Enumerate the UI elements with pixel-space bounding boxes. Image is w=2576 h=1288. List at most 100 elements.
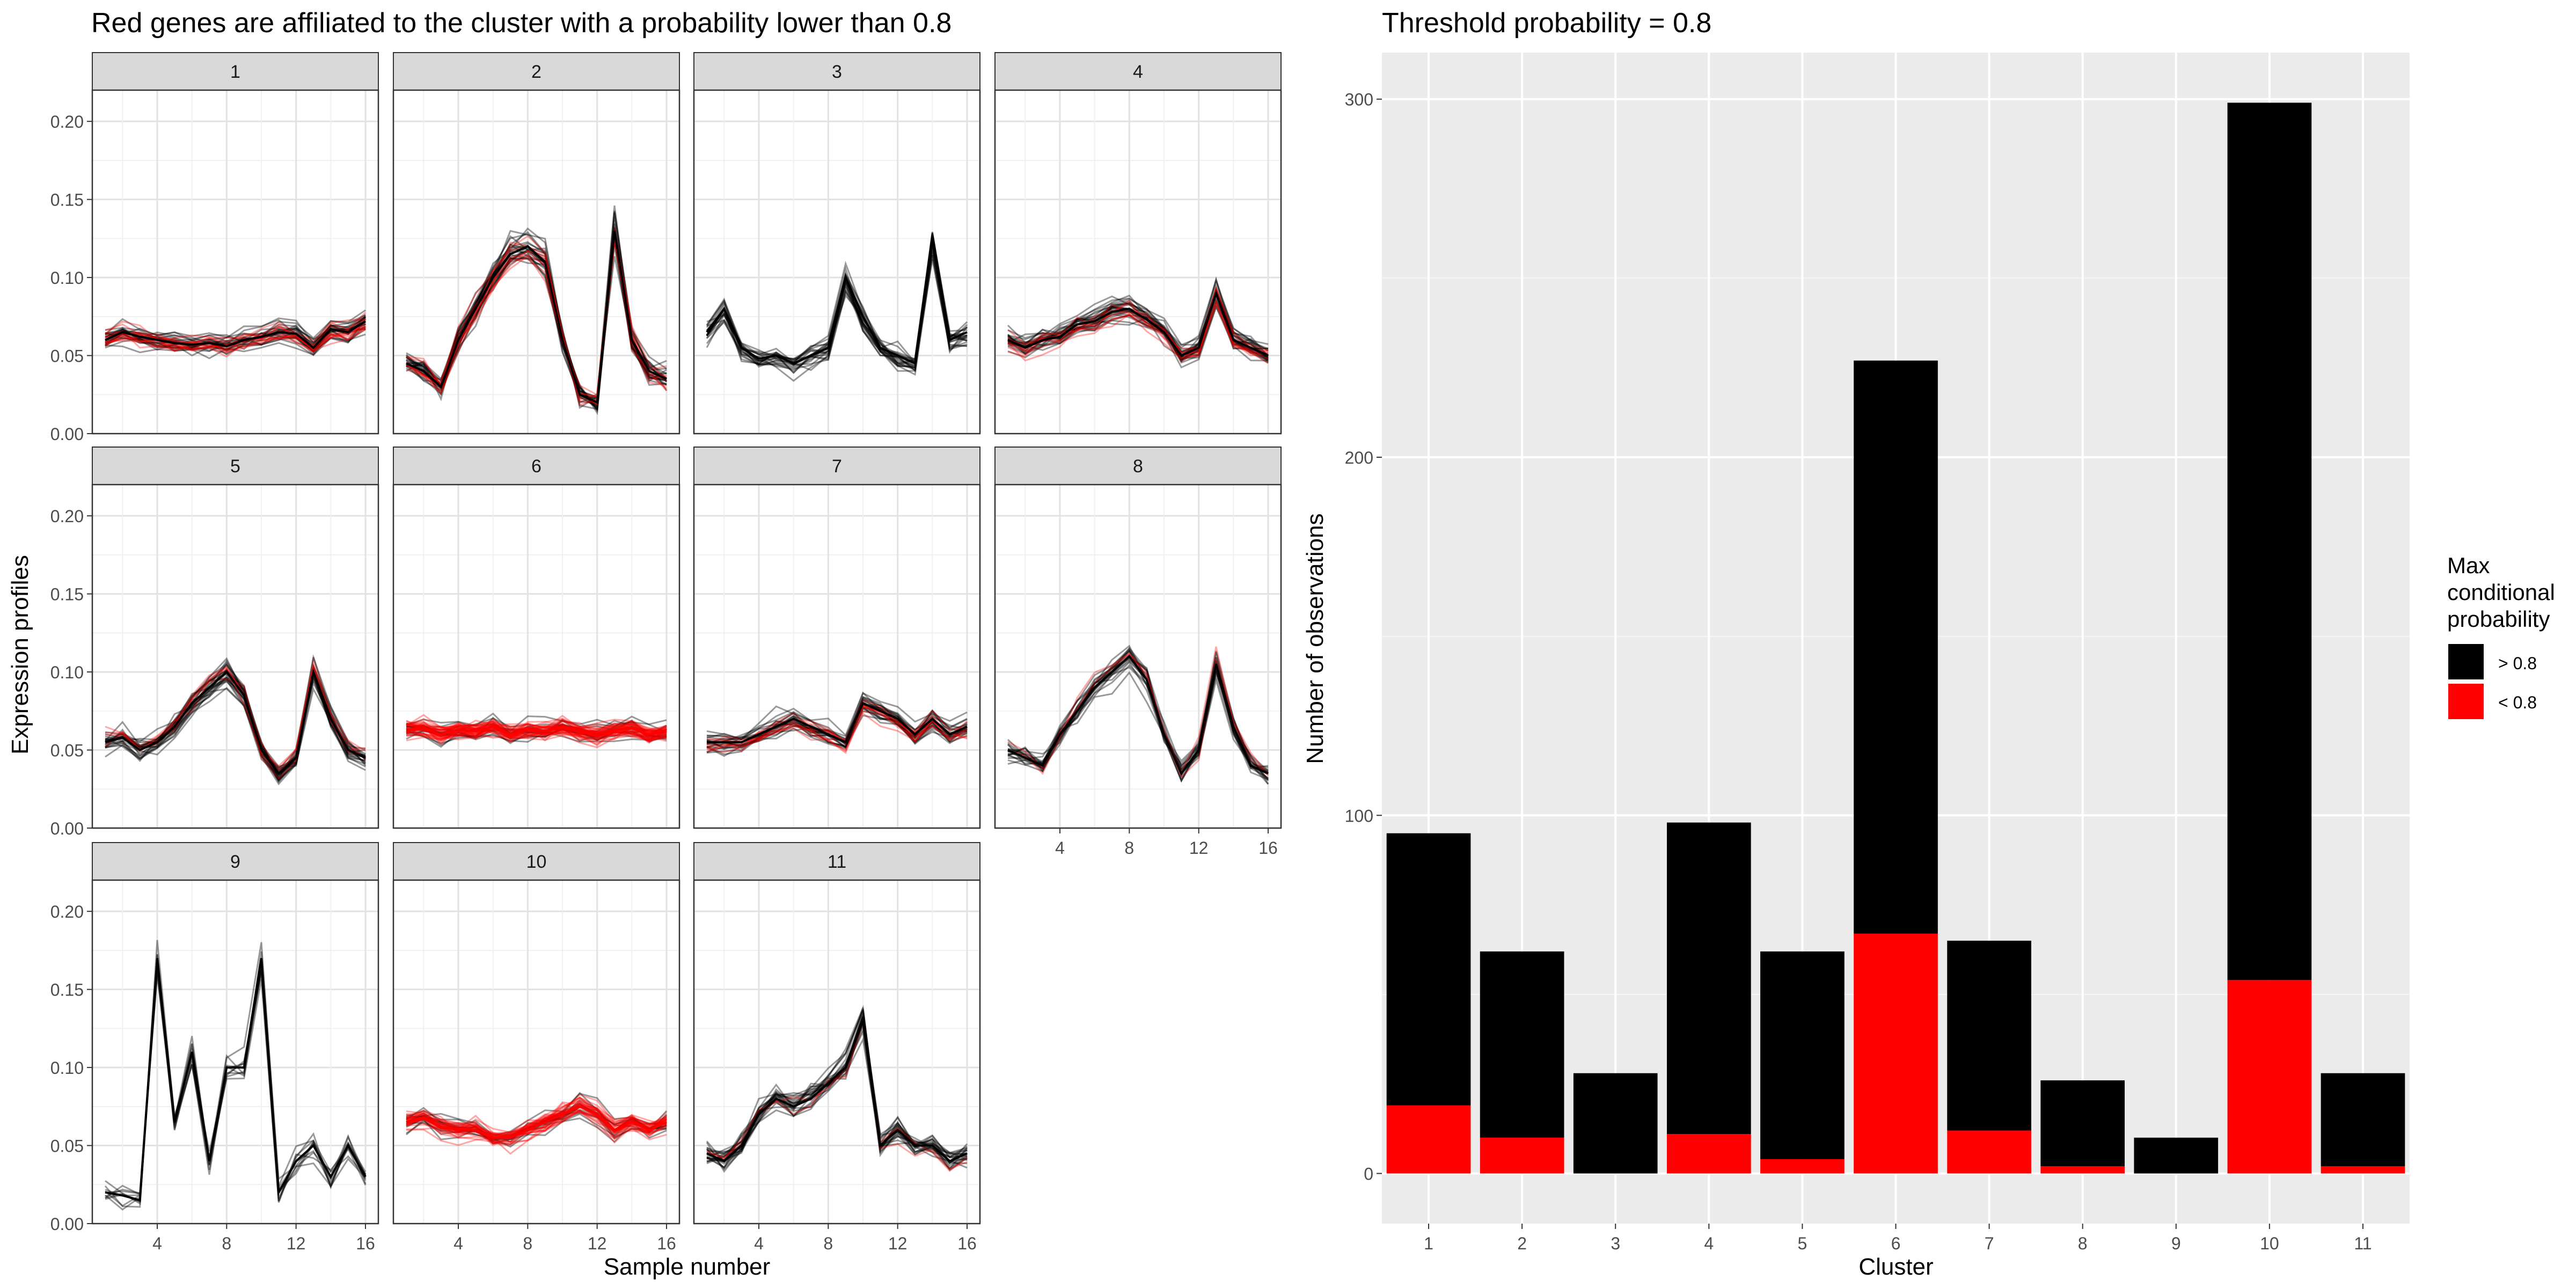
profile-line-low-prob xyxy=(406,1103,667,1141)
facet-strip xyxy=(994,52,1282,91)
profile-line-low-prob xyxy=(406,720,667,734)
profile-line-low-prob xyxy=(406,726,667,742)
profile-line-low-prob xyxy=(406,723,667,741)
facet-panel-border xyxy=(392,89,680,435)
profile-line-high-prob xyxy=(406,213,667,411)
profile-line-high-prob xyxy=(105,328,366,353)
profile-line-high-prob xyxy=(105,309,366,339)
facet-strip-label: 5 xyxy=(230,456,240,477)
profile-line-low-prob xyxy=(406,1102,667,1147)
profile-line-low-prob xyxy=(105,664,366,767)
facet-panel-border xyxy=(392,484,680,829)
profile-line-high-prob xyxy=(706,707,968,753)
profile-line-low-prob xyxy=(105,328,366,352)
facet-strip-label: 11 xyxy=(828,852,846,872)
profile-line-high-prob xyxy=(1007,304,1269,364)
profile-line-low-prob xyxy=(406,721,667,735)
profile-line-high-prob xyxy=(406,1092,667,1138)
bar-high-prob-4 xyxy=(1666,822,1751,1135)
legend-title-line-2: conditional xyxy=(2447,580,2555,605)
x-tick-label: 16 xyxy=(657,1234,676,1253)
profile-line-high-prob xyxy=(706,1005,968,1165)
profile-line-high-prob xyxy=(105,678,366,781)
profile-line-mean xyxy=(706,238,968,365)
left-y-axis-label: Expression profiles xyxy=(7,555,33,755)
y-tick-label: 0.10 xyxy=(50,1058,84,1078)
profile-line-high-prob xyxy=(406,1113,667,1143)
right-chart-title: Threshold probability = 0.8 xyxy=(1382,8,1711,39)
facet-panel-3: 3 xyxy=(693,52,981,435)
profile-line-high-prob xyxy=(706,692,968,741)
profile-line-high-prob xyxy=(706,1007,968,1161)
bar-high-prob-7 xyxy=(1947,940,2031,1131)
profile-line-high-prob xyxy=(406,730,667,744)
profile-line-high-prob xyxy=(104,657,366,771)
facet-panel-5: 5 0.00 0.05 0.10 0.15 0.20 xyxy=(50,447,379,838)
profile-line-low-prob xyxy=(406,723,667,742)
profile-line-low-prob xyxy=(406,719,667,734)
y-tick-label: 0.10 xyxy=(50,663,84,682)
facet-strip-label: 8 xyxy=(1133,456,1143,477)
profile-line-high-prob xyxy=(406,255,667,398)
profile-line-mean xyxy=(406,230,667,404)
facet-panel-1: 1 0.00 0.05 0.10 0.15 0.20 xyxy=(50,52,379,444)
y-tick-label: 0.20 xyxy=(50,902,84,921)
facet-panel-11: 11 4 8 12 16 xyxy=(693,842,981,1253)
profile-line-high-prob xyxy=(105,674,366,784)
profile-line-low-prob xyxy=(105,658,366,771)
profile-line-high-prob xyxy=(406,1117,667,1148)
y-tick-label: 0.15 xyxy=(50,980,84,1000)
bar-low-prob-10 xyxy=(2227,980,2312,1174)
x-tick-label: 8 xyxy=(222,1234,231,1253)
profile-line-high-prob xyxy=(706,714,968,754)
profile-line-high-prob xyxy=(104,316,367,346)
x-tick-label: 8 xyxy=(523,1234,532,1253)
y-tick-label: 0.00 xyxy=(50,1214,84,1234)
y-tick-label: 0.10 xyxy=(50,268,84,288)
x-tick-label: 9 xyxy=(2171,1234,2181,1253)
facet-strip xyxy=(994,447,1282,485)
right-y-axis-label: Number of observations xyxy=(1302,513,1328,764)
profile-line-high-prob xyxy=(1007,304,1269,369)
facet-strip xyxy=(92,842,379,881)
profile-line-high-prob xyxy=(406,730,667,744)
profile-line-low-prob xyxy=(706,710,968,752)
facet-strip-label: 2 xyxy=(531,62,541,82)
bar-low-prob-1 xyxy=(1386,1105,1471,1174)
facet-panel-border xyxy=(693,879,981,1225)
profile-line-high-prob xyxy=(1007,279,1269,346)
y-tick-label: 0.00 xyxy=(50,425,84,444)
facet-strip-label: 4 xyxy=(1133,62,1143,82)
profile-line-low-prob xyxy=(406,722,667,742)
profile-line-low-prob xyxy=(406,726,667,738)
profile-line-high-prob xyxy=(706,1009,968,1163)
legend-label-above: > 0.8 xyxy=(2498,654,2537,673)
legend-label-below: < 0.8 xyxy=(2498,693,2537,712)
profile-line-low-prob xyxy=(406,725,667,742)
profile-line-high-prob xyxy=(706,706,968,747)
profile-line-high-prob xyxy=(1007,284,1269,352)
profile-line-low-prob xyxy=(105,319,367,352)
y-tick-label: 0.00 xyxy=(50,819,84,838)
facet-strip xyxy=(92,52,379,91)
x-tick-label: 6 xyxy=(1891,1234,1901,1253)
profile-line-high-prob xyxy=(1007,288,1269,361)
profile-line-low-prob xyxy=(406,720,667,740)
profile-line-low-prob xyxy=(406,720,667,738)
profile-line-high-prob xyxy=(1007,289,1269,359)
profile-line-high-prob xyxy=(406,712,667,732)
facet-strip-label: 3 xyxy=(832,62,842,82)
facet-strip xyxy=(393,52,680,91)
profile-line-high-prob xyxy=(706,1024,968,1172)
bar-high-prob-2 xyxy=(1480,951,1564,1138)
profile-line-low-prob xyxy=(406,724,667,744)
facet-panel-8: 8 4 8 12 16 xyxy=(994,447,1282,858)
facet-strip xyxy=(393,447,680,485)
profile-line-high-prob xyxy=(105,333,366,354)
facet-panel-bg xyxy=(92,90,378,434)
x-tick-label: 12 xyxy=(888,1234,908,1253)
bar-chart: 1 2 3 4 5 6 7 8 9 10 11 0 100 200 300 xyxy=(1345,53,2410,1253)
x-tick-label: 10 xyxy=(2260,1234,2279,1253)
x-tick-label: 4 xyxy=(754,1234,764,1253)
